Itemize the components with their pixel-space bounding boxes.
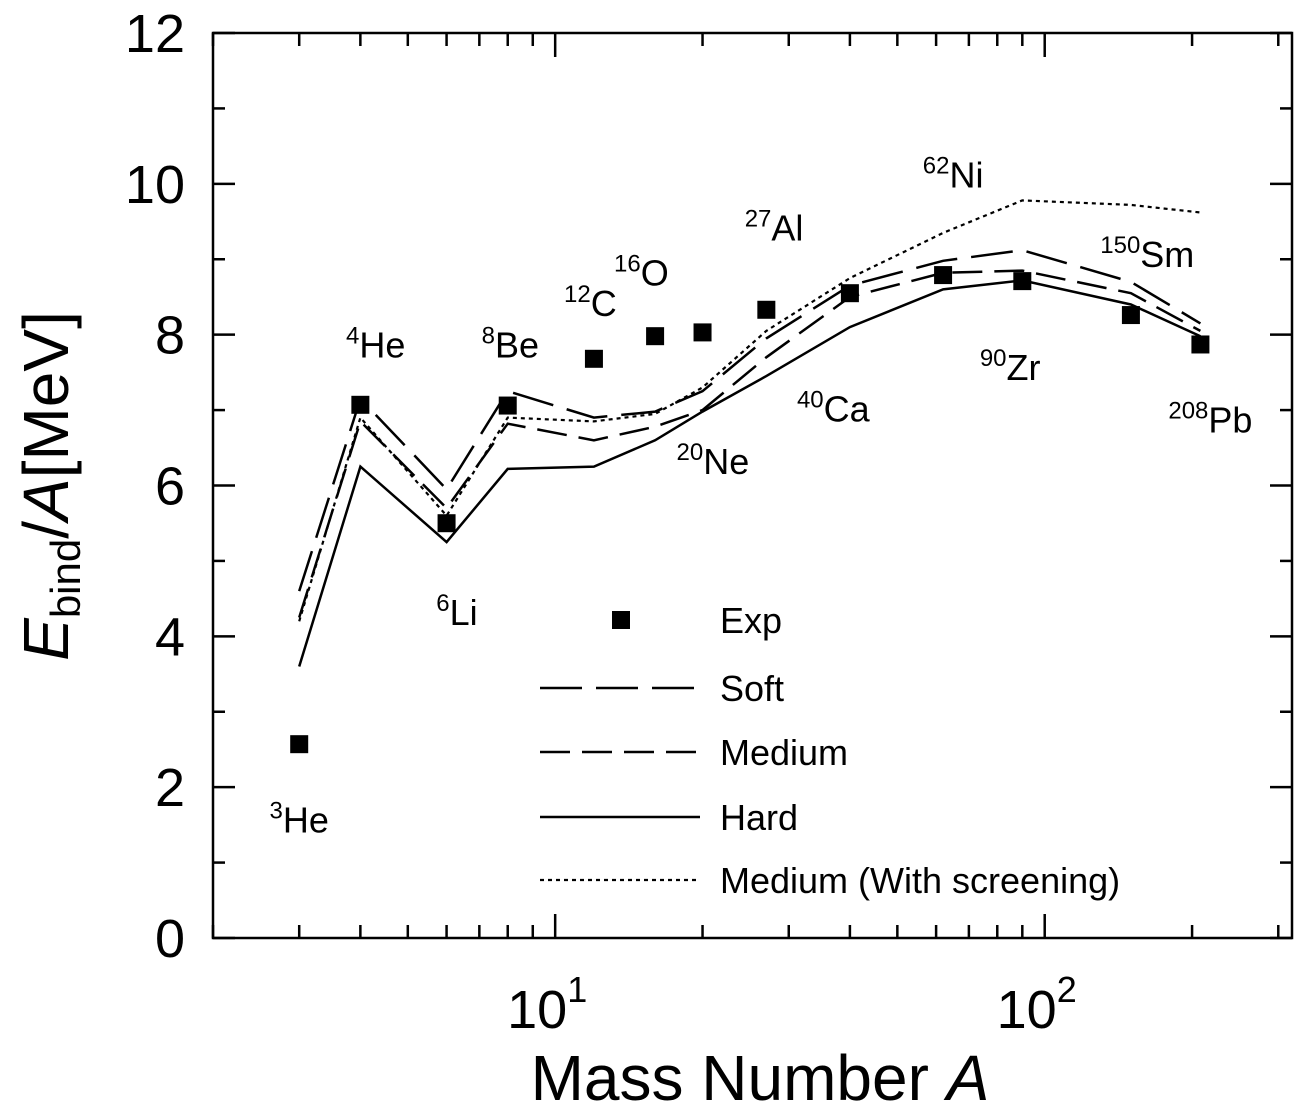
series-medium — [298, 269, 1201, 618]
axis-titles: Mass Number A Ebind/A[MeV] — [10, 311, 989, 1112]
y-tick-label: 4 — [155, 607, 185, 667]
x-axis-title: Mass Number A — [531, 1042, 990, 1112]
y-tick-label: 2 — [155, 758, 185, 818]
nuclide-label: 90Zr — [980, 345, 1041, 388]
exp-point — [584, 349, 603, 368]
nuclide-label: 12C — [564, 281, 617, 324]
series-soft — [298, 248, 1202, 592]
exp-point — [934, 266, 953, 285]
nuclide-label: 27Al — [745, 205, 804, 248]
y-tick-label: 6 — [155, 457, 185, 517]
exp-point — [437, 514, 456, 533]
exp-point — [693, 323, 712, 342]
series-lines — [298, 199, 1202, 667]
y-tick-label: 10 — [125, 155, 185, 215]
axis-ticks — [211, 31, 1292, 940]
nuclide-label: 16O — [614, 251, 669, 294]
nuclide-label: 3He — [270, 797, 329, 840]
legend: Exp Soft Medium Hard Medium (With screening) — [540, 600, 1120, 901]
legend-exp-marker — [612, 611, 630, 629]
exp-point — [1191, 335, 1210, 354]
series-medium-with-screening — [298, 199, 1201, 622]
legend-label: Medium (With screening) — [720, 860, 1120, 901]
exp-point — [1013, 272, 1032, 291]
nuclide-label: 62Ni — [923, 153, 984, 196]
legend-label: Hard — [720, 797, 798, 838]
legend-label: Medium — [720, 732, 848, 773]
y-tick-label: 0 — [155, 909, 185, 969]
y-tick-label: 8 — [155, 306, 185, 366]
exp-point — [646, 327, 665, 346]
exp-point — [290, 735, 309, 754]
nuclide-label: 20Ne — [677, 439, 750, 482]
x-tick-label: 102 — [997, 969, 1077, 1040]
exp-point — [1121, 306, 1140, 325]
experimental-points — [290, 266, 1210, 754]
exp-point — [840, 284, 859, 303]
nuclide-label: 40Ca — [797, 386, 871, 429]
legend-label: Soft — [720, 668, 784, 709]
x-tick-label: 101 — [507, 969, 587, 1040]
y-tick-labels: 0 2 4 6 8 10 12 — [125, 4, 185, 969]
exp-point — [498, 396, 517, 415]
nuclide-label: 150Sm — [1100, 232, 1194, 275]
exp-point — [757, 300, 776, 319]
y-axis-title: Ebind/A[MeV] — [10, 311, 89, 661]
nuclide-label: 208Pb — [1168, 398, 1252, 441]
y-tick-label: 12 — [125, 4, 185, 64]
nuclide-label: 6Li — [436, 590, 477, 633]
x-tick-labels: 101 102 — [507, 969, 1077, 1040]
nuclide-label: 4He — [346, 322, 405, 365]
legend-label-exp: Exp — [720, 600, 782, 641]
nuclide-label: 8Be — [482, 322, 539, 365]
exp-point — [351, 395, 370, 414]
